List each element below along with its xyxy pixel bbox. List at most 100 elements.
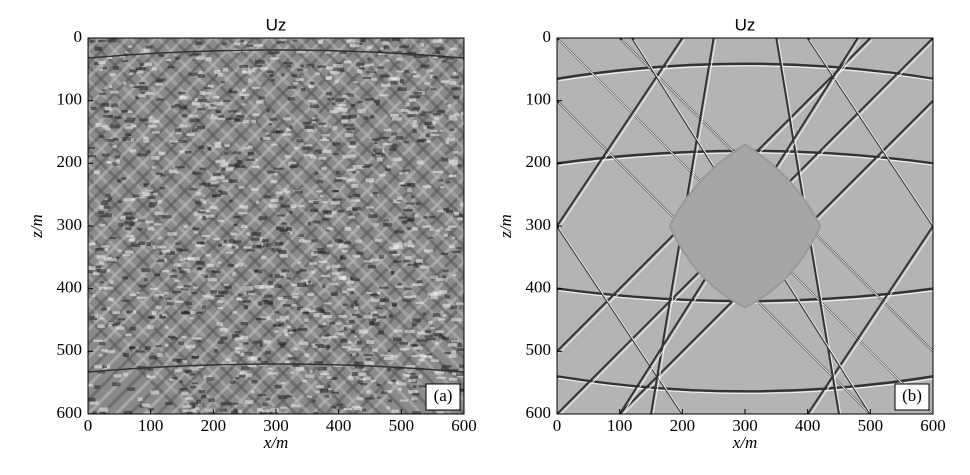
texture [239,205,249,209]
texture [201,216,207,220]
texture [441,336,449,341]
texture [294,190,303,194]
texture [161,313,167,318]
texture [414,54,422,59]
texture [346,127,356,130]
texture [139,194,146,199]
texture [265,397,271,401]
texture [407,263,418,266]
texture [99,341,106,346]
texture [170,274,178,278]
texture [251,379,258,384]
texture [340,255,344,259]
texture [206,376,214,381]
texture [204,87,211,90]
texture [88,38,186,137]
texture [363,314,372,319]
texture [411,295,417,298]
texture [390,143,398,147]
texture [253,64,262,68]
texture [391,409,400,413]
texture [318,367,327,371]
texture [146,242,151,247]
texture [98,407,109,412]
texture [147,325,155,329]
texture [351,372,358,376]
texture [379,254,385,259]
texture [377,52,386,55]
texture [330,201,340,205]
texture [430,295,438,300]
texture [242,300,251,303]
texture [327,97,335,101]
texture [447,225,458,228]
texture [412,129,417,133]
texture [267,170,276,174]
texture [259,318,267,321]
texture [159,187,165,190]
texture [88,397,96,402]
texture [462,295,464,300]
texture [192,128,198,133]
texture [120,215,126,220]
texture [363,260,373,263]
texture [312,121,316,124]
texture [251,232,262,236]
texture [138,82,145,85]
texture [198,390,206,394]
texture [212,95,220,99]
texture [401,183,412,187]
texture [380,47,384,51]
texture [109,237,117,240]
texture [158,295,162,299]
texture [376,396,381,399]
texture [286,395,293,398]
texture [397,387,403,391]
texture [427,292,438,296]
texture [259,137,264,141]
texture [88,38,200,151]
texture [274,284,282,288]
texture [431,88,437,91]
texture [129,326,136,331]
y-tick-label: 200 [526,152,552,171]
texture [414,214,419,218]
texture [296,138,303,143]
texture [124,212,133,216]
texture [279,315,290,320]
texture [318,122,326,126]
texture [241,103,246,106]
texture [240,371,248,375]
texture [413,346,423,350]
texture [389,113,399,117]
texture [365,178,375,183]
texture [436,229,440,232]
texture [186,411,193,414]
texture [251,390,255,394]
texture [370,311,378,315]
texture [435,50,441,54]
texture [315,149,322,153]
texture [311,251,318,256]
texture [342,290,347,294]
texture [462,121,464,125]
texture [444,351,451,355]
texture [234,331,242,334]
texture [203,200,207,205]
texture [183,268,191,273]
texture [433,113,441,116]
texture [121,299,130,302]
texture [376,157,383,162]
texture [335,98,344,102]
texture [348,348,353,351]
texture [136,291,141,294]
texture [401,169,410,173]
texture [198,70,203,75]
texture [429,275,438,279]
texture [392,157,403,162]
texture [116,159,120,164]
texture [227,264,235,267]
texture [298,239,305,243]
texture [298,234,304,237]
texture [179,150,185,154]
